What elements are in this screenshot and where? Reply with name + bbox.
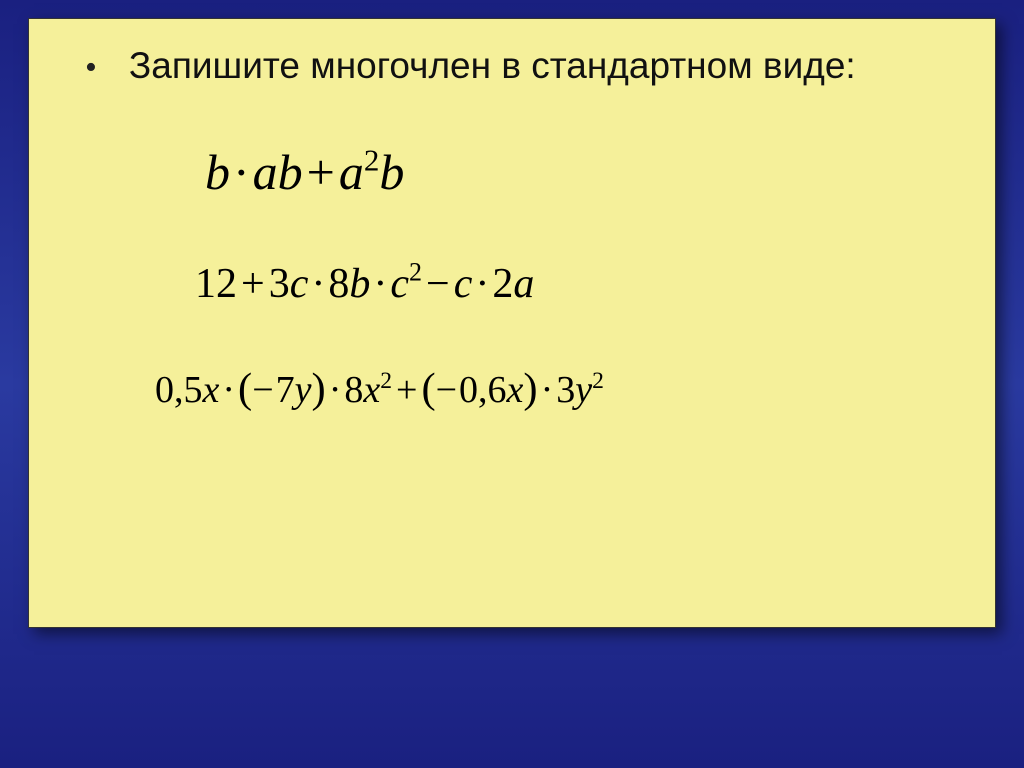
exp-2: 2 bbox=[409, 258, 422, 288]
num-8: 8 bbox=[328, 261, 349, 307]
num-05: 0,5 bbox=[155, 369, 203, 411]
exp-2: 2 bbox=[592, 367, 604, 394]
paren-open: ( bbox=[238, 365, 252, 412]
var-x1: x bbox=[203, 369, 220, 411]
op-plus: + bbox=[303, 144, 339, 200]
var-a: a bbox=[339, 144, 364, 200]
exp-2: 2 bbox=[380, 367, 392, 394]
num-7: 7 bbox=[274, 369, 295, 411]
op-dot: · bbox=[230, 144, 253, 200]
var-b: b bbox=[349, 261, 370, 307]
equation-3: 0,5x·(−7y)·8x2+(−0,6x)·3y2 bbox=[155, 364, 955, 413]
heading-row: • Запишите многочлен в стандартном виде: bbox=[85, 43, 955, 89]
op-neg: − bbox=[436, 369, 457, 411]
var-x3: x bbox=[507, 369, 524, 411]
var-a: a bbox=[513, 261, 534, 307]
heading-text: Запишите многочлен в стандартном виде: bbox=[129, 43, 856, 89]
bullet-icon: • bbox=[85, 49, 97, 87]
paren-close: ) bbox=[312, 365, 326, 412]
var-y2: y bbox=[575, 369, 592, 411]
var-ab: ab bbox=[253, 144, 303, 200]
num-3: 3 bbox=[269, 261, 290, 307]
op-minus: − bbox=[422, 261, 454, 307]
var-c3: c bbox=[454, 261, 473, 307]
op-dot: · bbox=[370, 261, 390, 307]
op-plus: + bbox=[237, 261, 269, 307]
slide-card: • Запишите многочлен в стандартном виде:… bbox=[28, 18, 996, 628]
var-b: b bbox=[205, 144, 230, 200]
num-2: 2 bbox=[492, 261, 513, 307]
op-dot: · bbox=[472, 261, 492, 307]
op-dot: · bbox=[308, 261, 328, 307]
num-3: 3 bbox=[556, 369, 575, 411]
exp-2: 2 bbox=[364, 142, 380, 178]
var-c: c bbox=[290, 261, 309, 307]
var-y1: y bbox=[295, 369, 312, 411]
equation-2: 12+3c·8b·c2−c·2a bbox=[195, 259, 955, 308]
equation-1: b·ab+a2b bbox=[205, 143, 955, 201]
paren-close: ) bbox=[523, 365, 537, 412]
num-12: 12 bbox=[195, 261, 237, 307]
op-dot: · bbox=[219, 369, 238, 411]
var-x2: x bbox=[363, 369, 380, 411]
var-c2: c bbox=[390, 261, 409, 307]
op-dot: · bbox=[538, 369, 557, 411]
op-plus: + bbox=[392, 369, 421, 411]
num-8: 8 bbox=[344, 369, 363, 411]
num-06: 0,6 bbox=[457, 369, 507, 411]
op-dot: · bbox=[326, 369, 345, 411]
var-b2: b bbox=[379, 144, 404, 200]
op-neg: − bbox=[252, 369, 273, 411]
paren-open: ( bbox=[421, 365, 435, 412]
